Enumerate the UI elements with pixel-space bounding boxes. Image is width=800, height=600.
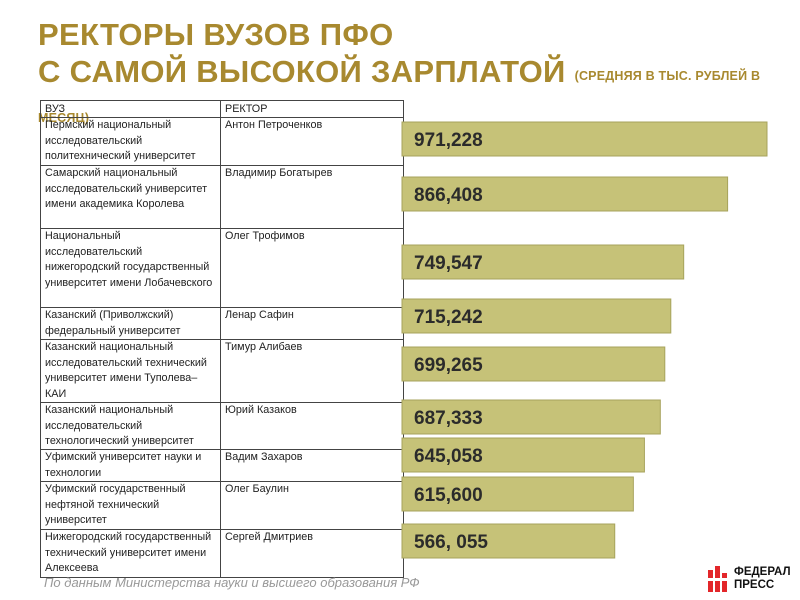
logo-line2: ПРЕСС [734,579,775,591]
university-cell: Уфимский государственный нефтяной технич… [41,482,221,529]
university-cell: Казанский национальный исследовательский… [41,403,221,449]
federal-press-logo: ФЕДЕРАЛ ПРЕСС [706,560,796,596]
table-row: Казанский национальный исследовательский… [41,403,403,450]
bar-value-label: 866,408 [414,185,483,206]
table-row: Национальный исследовательский нижегород… [41,229,403,308]
university-cell: Самарский национальный исследовательский… [41,166,221,228]
bar [401,346,666,382]
bar-value-label: 566, 055 [414,532,488,553]
rector-cell: Владимир Богатырев [225,167,333,179]
table-row: Самарский национальный исследовательский… [41,166,403,229]
rector-cell: Олег Баулин [225,483,289,495]
rector-cell: Олег Трофимов [225,230,305,242]
title-line1: РЕКТОРЫ ВУЗОВ ПФО [38,17,394,52]
bar [401,476,634,512]
bar-value-label: 645,058 [414,446,483,467]
rector-cell: Ленар Сафин [225,309,294,321]
bar [401,176,729,212]
bar-value-label: 699,265 [414,355,483,376]
university-cell: Казанский национальный исследовательский… [41,340,221,402]
rectors-table: ВУЗ РЕКТОР Пермский национальный исследо… [40,100,404,578]
title-line2-text: С САМОЙ ВЫСОКОЙ ЗАРПЛАТОЙ [38,54,566,89]
table-row: Пермский национальный исследовательский … [41,118,403,166]
bar [401,523,616,559]
rector-cell: Сергей Дмитриев [225,531,314,543]
header-university: ВУЗ [41,101,221,117]
university-cell: Пермский национальный исследовательский … [41,118,221,165]
rector-cell: Вадим Захаров [225,451,303,463]
bar [401,298,672,334]
logo-line1: ФЕДЕРАЛ [734,566,791,578]
university-cell: Национальный исследовательский нижегород… [41,229,221,307]
bar-value-label: 749,547 [414,253,483,274]
chart-title: РЕКТОРЫ ВУЗОВ ПФО С САМОЙ ВЫСОКОЙ ЗАРПЛА… [38,16,798,137]
header-rector: РЕКТОР [225,103,268,115]
table-row: Уфимский университет науки и технологии В… [41,450,403,482]
rector-cell: Тимур Алибаев [225,341,303,353]
table-row: Нижегородский государственный технически… [41,530,403,577]
bar [401,437,645,473]
federal-press-logo-icon [708,566,727,592]
title-line2: С САМОЙ ВЫСОКОЙ ЗАРПЛАТОЙ (СРЕДНЯЯ В ТЫС… [38,53,798,137]
university-cell: Нижегородский государственный технически… [41,530,221,577]
bar [401,399,661,435]
bar-value-label: 687,333 [414,408,483,429]
table-row: Казанский (Приволжский) федеральный унив… [41,308,403,340]
table-header-row: ВУЗ РЕКТОР [41,101,403,118]
bar-value-label: 715,242 [414,307,483,328]
university-cell: Уфимский университет науки и технологии [41,450,221,481]
rector-cell: Юрий Казаков [225,404,297,416]
source-note: По данным Министерства науки и высшего о… [44,575,420,590]
bar [401,244,685,280]
bar-value-label: 615,600 [414,485,483,506]
university-cell: Казанский (Приволжский) федеральный унив… [41,308,221,339]
table-row: Уфимский государственный нефтяной технич… [41,482,403,530]
table-row: Казанский национальный исследовательский… [41,340,403,403]
chart-subtitle: (СРЕДНЯЯ В ТЫС. РУБЛЕЙ В МЕСЯЦ) [38,69,761,125]
rector-cell: Антон Петроченков [225,119,323,131]
